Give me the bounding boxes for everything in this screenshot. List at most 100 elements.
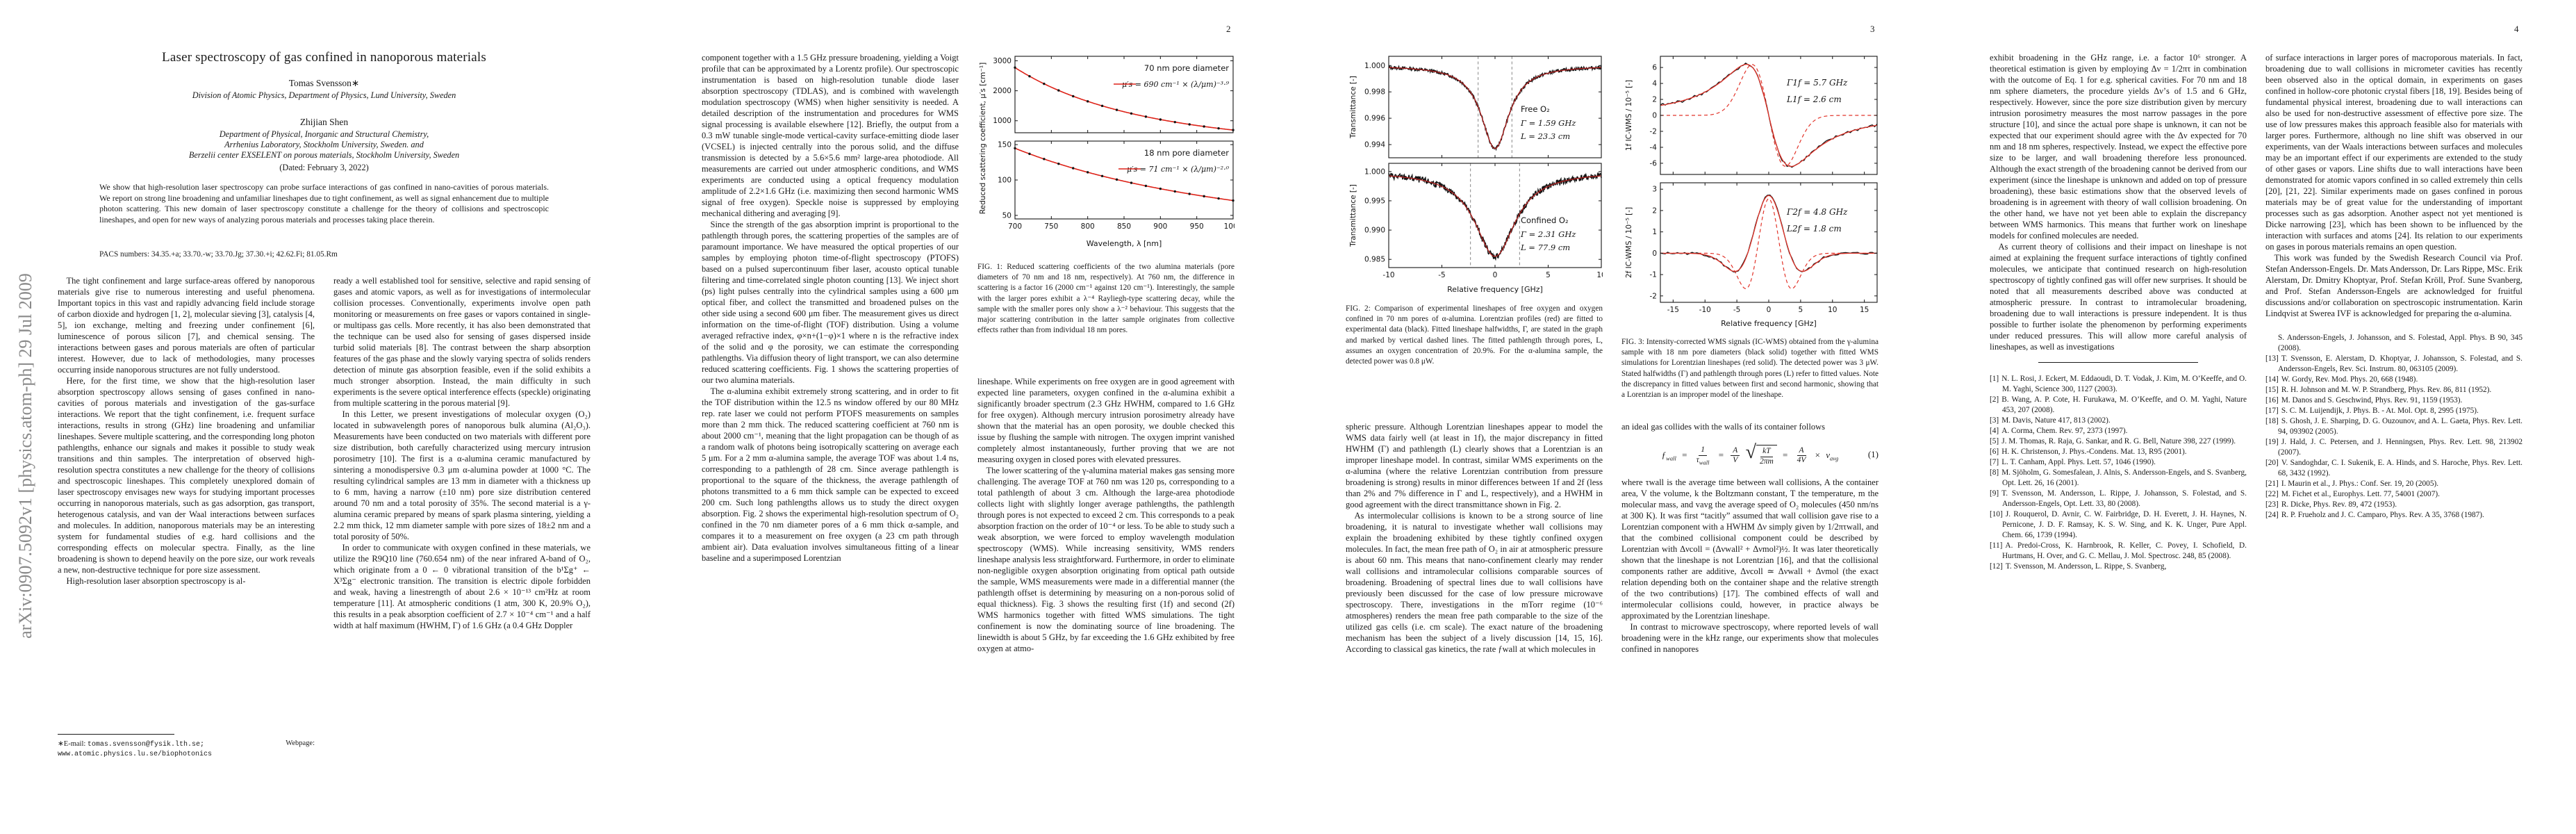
page-1: arXiv:0907.5092v1 [physics.atom-ph] 29 J… [0, 0, 644, 834]
svg-text:Wavelength, λ [nm]: Wavelength, λ [nm] [1087, 239, 1162, 248]
figure-2-caption: FIG. 2: Comparison of experimental lines… [1346, 304, 1603, 366]
svg-text:-15: -15 [1667, 306, 1679, 314]
svg-text:Confined O₂: Confined O₂ [1521, 215, 1569, 225]
reference-item: [24] R. P. Frueholz and J. C. Camparo, Ph… [2265, 511, 2484, 519]
svg-text:2: 2 [1652, 96, 1657, 104]
svg-text:750: 750 [1044, 222, 1058, 231]
sqrt-sign: √ [1745, 441, 1756, 463]
reference-item: [17] S. C. M. Luijendijk, J. Phys. B. - A… [2265, 407, 2479, 415]
svg-text:6: 6 [1652, 64, 1657, 72]
svg-text:0.998: 0.998 [1364, 88, 1385, 97]
paragraph: The α-alumina exhibit extremely strong s… [702, 386, 959, 563]
reference-item: [7] L. T. Canham, Appl. Phys. Lett. 57, 1… [1990, 458, 2156, 466]
footnote-webpage-label: Webpage: [286, 739, 315, 747]
reference-item: [18] S. Ghosh, J. E. Sharping, D. G. Ouzo… [2265, 417, 2523, 436]
svg-text:10: 10 [1596, 271, 1603, 279]
svg-text:0.995: 0.995 [1364, 197, 1385, 205]
reference-item: [8] M. Sjöholm, G. Somesfalean, J. Alnis,… [1990, 468, 2247, 487]
paragraph: Here, for the first time, we show that t… [58, 376, 315, 575]
page2-column-2: 1000 2000 3000 70 nm pore diameter μ′s = 690… [977, 52, 1235, 789]
paragraph: This work was funded by the Swedish Rese… [2265, 253, 2523, 318]
paragraph: The lower scattering of the γ-alumina ma… [977, 466, 1235, 654]
paragraph: an ideal gas collides with the walls of … [1621, 422, 1825, 432]
paragraph: where τwall is the average time between … [1621, 477, 1879, 621]
svg-text:-10: -10 [1699, 306, 1711, 314]
eq-f: ƒ [1661, 449, 1667, 460]
svg-text:Relative frequency [GHz]: Relative frequency [GHz] [1447, 285, 1543, 294]
paragraph: In this Letter, we present investigation… [333, 409, 591, 541]
page3-column-2: -6 -4 -2 0 2 4 6 1f IC-WMS / 10⁻⁵ [-] Γ1f = 5.7 … [1621, 52, 1879, 789]
paper-title: Laser spectroscopy of gas confined in na… [162, 50, 486, 65]
svg-text:0: 0 [1652, 250, 1657, 258]
svg-text:1000: 1000 [1224, 222, 1235, 231]
paragraph: lineshape. While experiments on free oxy… [977, 377, 1235, 465]
paragraph: High-resolution laser absorption spectro… [58, 576, 246, 586]
reference-item: [12] T. Svensson, M. Andersson, L. Rippe,… [1990, 562, 2167, 571]
reference-item: [19] J. Hald, J. C. Petersen, and J. Henn… [2265, 438, 2523, 457]
page-number: 3 [1870, 24, 1875, 34]
date-line: (Dated: February 3, 2022) [279, 163, 369, 172]
svg-text:50: 50 [1002, 211, 1012, 220]
svg-text:0.985: 0.985 [1364, 256, 1385, 264]
reference-item: [22] M. Fichet et al., Europhys. Lett. 77… [2265, 490, 2440, 498]
footnote-email-label: ∗E-mail: [58, 740, 86, 748]
svg-text:3: 3 [1652, 186, 1657, 194]
author-1: Tomas Svensson∗ [288, 78, 360, 88]
svg-text:Γ = 1.59 GHz: Γ = 1.59 GHz [1520, 118, 1576, 128]
svg-text:L = 77.9 cm: L = 77.9 cm [1520, 243, 1570, 252]
paragraph: The tight confinement and large surface-… [58, 276, 315, 375]
svg-text:-5: -5 [1438, 271, 1445, 279]
page-number: 4 [2514, 24, 2519, 34]
svg-text:-6: -6 [1650, 159, 1658, 167]
svg-text:5: 5 [1799, 306, 1803, 314]
page4-column-1: exhibit broadening in the GHz range, i.e… [1990, 52, 2247, 796]
svg-text:900: 900 [1153, 222, 1167, 231]
webpage-url: www.atomic.physics.lu.se/biophotonics [58, 751, 213, 758]
footnote-email-line: ∗E-mail: tomas.svensson@fysik.lth.se; We… [58, 739, 315, 749]
svg-text:μ′s = 690 cm⁻¹ × (λ/μm)⁻³·⁹: μ′s = 690 cm⁻¹ × (λ/μm)⁻³·⁹ [1122, 80, 1230, 89]
reference-item: [13] T. Svensson, E. Alerstam, D. Khoptya… [2265, 354, 2523, 373]
page2-column-1: component together with a 1.5 GHz pressu… [702, 52, 959, 789]
affiliation-1: Division of Atomic Physics, Department o… [192, 90, 456, 100]
reference-item: [16] M. Danos and S. Geschwind, Phys. Rev… [2265, 396, 2463, 404]
paragraph: Since the strength of the gas absorption… [702, 220, 959, 385]
page4-column-2: of surface interactions in larger pores … [2265, 52, 2523, 796]
svg-text:2000: 2000 [993, 87, 1012, 95]
page-4: 4 exhibit broadening in the GHz range, i… [1932, 0, 2576, 834]
svg-text:2: 2 [1652, 206, 1657, 215]
svg-text:Γ = 2.31 GHz: Γ = 2.31 GHz [1520, 229, 1576, 239]
reference-item: [11] A. Predoi-Cross, K. Harnbrook, R. Ke… [1990, 541, 2247, 560]
svg-text:1f IC-WMS / 10⁻⁵ [-]: 1f IC-WMS / 10⁻⁵ [-] [1625, 80, 1633, 151]
paragraph: ready a well established tool for sensit… [333, 276, 591, 408]
svg-text:950: 950 [1190, 222, 1204, 231]
figure-2-transmittance-chart: 0.994 0.996 0.998 1.000 Transmittance [-] Fre… [1349, 56, 1603, 294]
footnote-rule [58, 734, 174, 735]
figure-3-caption: FIG. 3: Intensity-corrected WMS signals … [1621, 338, 1879, 400]
page-number: 2 [1226, 24, 1231, 34]
bibliography-rule [2038, 362, 2198, 363]
paragraph: of surface interactions in larger pores … [2265, 53, 2523, 252]
reference-item: [14] W. Gordy, Rev. Mod. Phys. 20, 668 (1… [2265, 375, 2418, 384]
reference-item: [5] J. M. Thomas, R. Raja, G. Sankar, and… [1990, 437, 2236, 445]
svg-text:Transmittance [-]: Transmittance [-] [1349, 184, 1357, 247]
svg-text:2f IC-WMS / 10⁻⁵ [-]: 2f IC-WMS / 10⁻⁵ [-] [1625, 207, 1633, 278]
affiliation-2b: Arrhenius Laboratory, Stockholm Universi… [224, 140, 424, 149]
svg-text:-2: -2 [1650, 127, 1657, 136]
reference-item: [1] N. L. Rosi, J. Eckert, M. Eddaoudi, D… [1990, 375, 2247, 393]
paragraph: component together with a 1.5 GHz pressu… [702, 53, 959, 218]
figure-3-wms-chart: -6 -4 -2 0 2 4 6 1f IC-WMS / 10⁻⁵ [-] Γ1f = 5.7 … [1625, 56, 1878, 328]
arxiv-stamp: arXiv:0907.5092v1 [physics.atom-ph] 29 J… [15, 273, 35, 639]
references-left: [1] N. L. Rosi, J. Eckert, M. Eddaoudi, D… [1990, 374, 2247, 572]
references-right: S. Andersson-Engels, J. Johansson, and S… [2265, 333, 2523, 521]
pacs-line: PACS numbers: 34.35.+a; 33.70.-w; 33.70.… [99, 250, 338, 259]
paragraph: In order to communicate with oxygen conf… [333, 543, 591, 630]
author-2: Zhijian Shen [299, 117, 349, 127]
svg-text:μ′s = 71 cm⁻¹ × (λ/μm)⁻²·⁰: μ′s = 71 cm⁻¹ × (λ/μm)⁻²·⁰ [1127, 165, 1230, 174]
svg-text:-4: -4 [1650, 143, 1658, 152]
svg-text:4: 4 [1652, 80, 1657, 88]
svg-text:800: 800 [1081, 222, 1095, 231]
svg-text:-10: -10 [1382, 271, 1394, 279]
reference-item: [3] M. Davis, Nature 417, 813 (2002). [1990, 416, 2111, 425]
svg-text:L1f = 2.6 cm: L1f = 2.6 cm [1786, 95, 1842, 104]
